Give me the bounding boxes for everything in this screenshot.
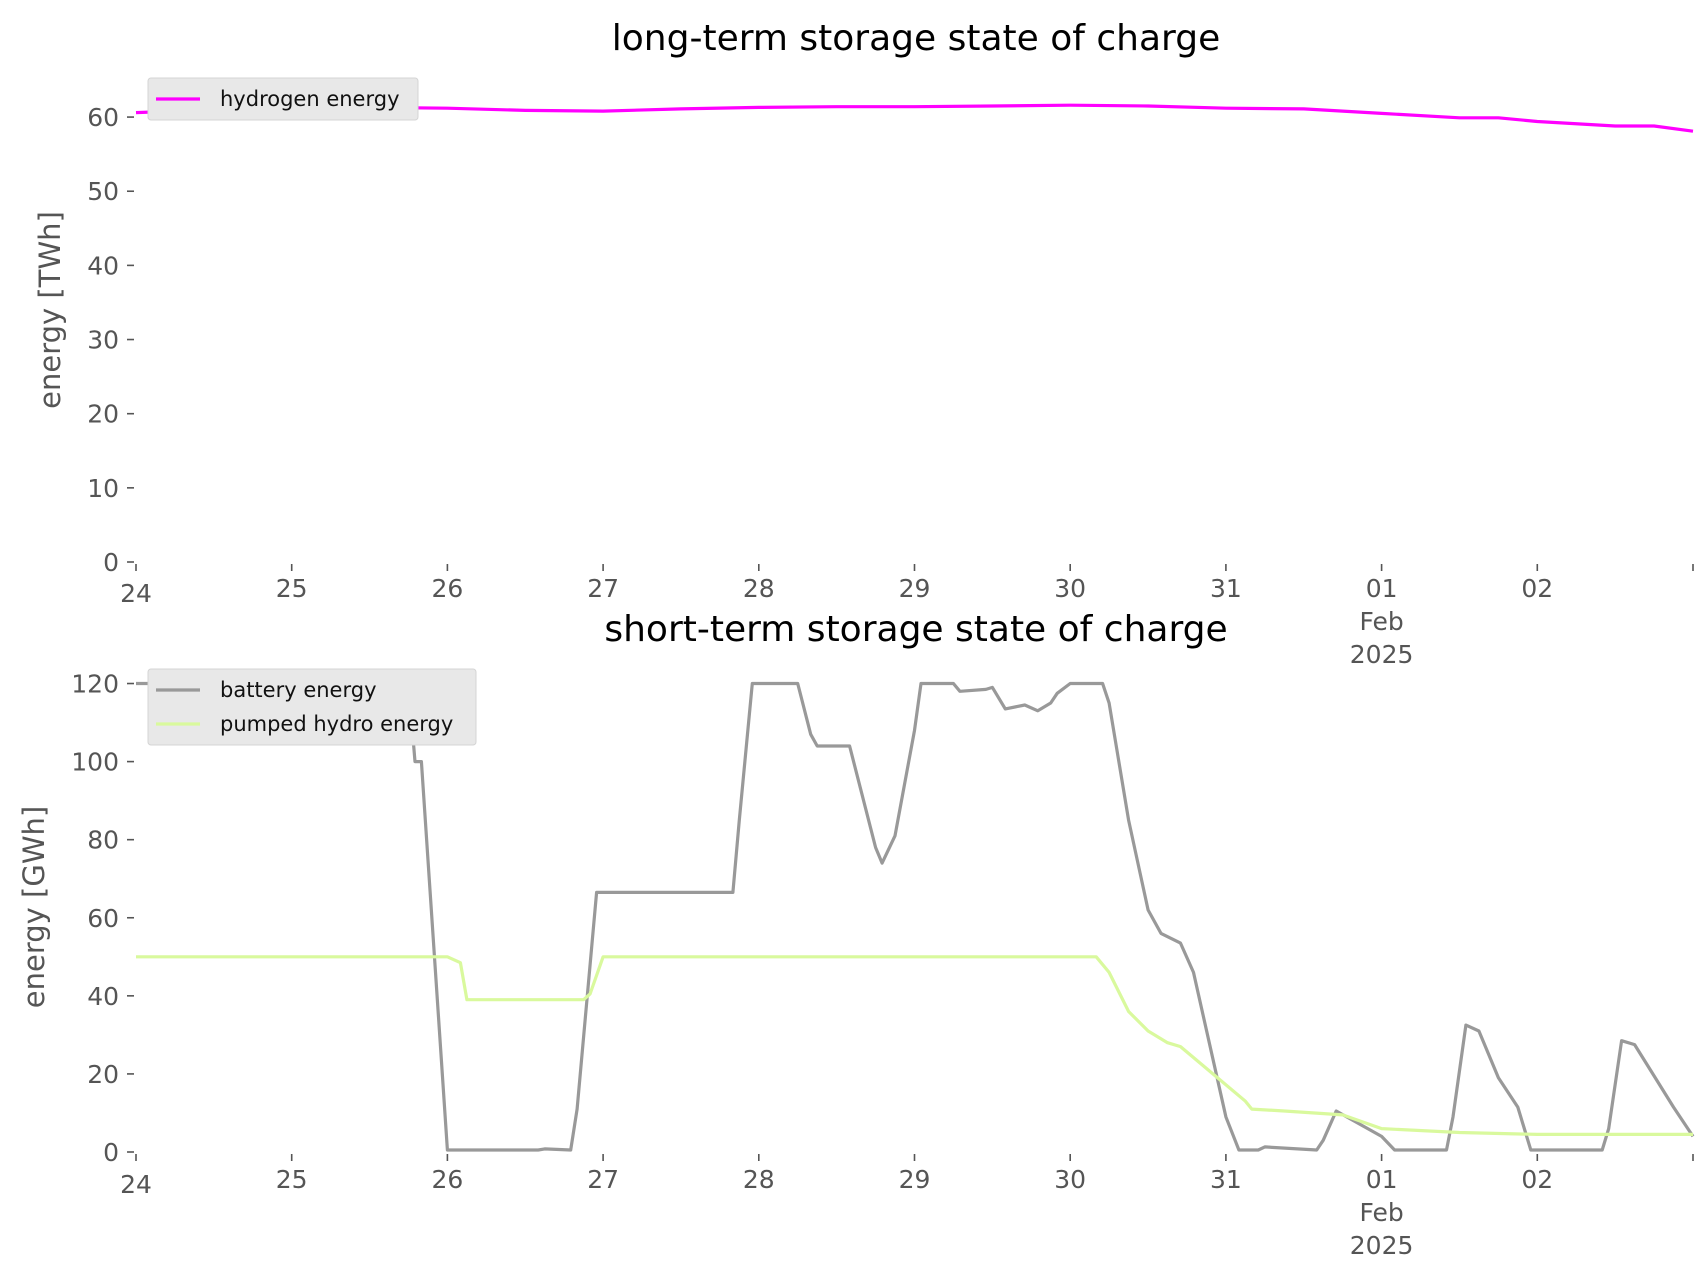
x-tick-month-label: Feb [1359,1198,1403,1227]
y-tick-label: 30 [87,326,119,355]
series-line-pumped-hydro-energy [136,955,1693,1136]
x-tick-label: 31 [1210,1165,1242,1194]
y-tick-label: 20 [87,400,119,429]
y-axis-label: energy [TWh] [33,211,67,409]
y-tick-label: 100 [71,748,119,777]
chart-title: long-term storage state of charge [612,18,1220,59]
legend: hydrogen energy [147,77,419,121]
x-tick-label: 31 [1210,574,1242,603]
x-tick-label: 28 [743,1165,775,1194]
x-tick-label: 24 [120,1170,152,1199]
y-tick-label: 50 [87,177,119,206]
series-line-hydrogen-energy [135,103,1694,133]
y-tick-label: 10 [87,474,119,503]
x-tick-label: 30 [1054,1165,1086,1194]
x-tick-label: 26 [431,1165,463,1194]
legend-box [147,668,477,746]
x-tick-label: 29 [899,574,931,603]
x-tick-label: 02 [1521,1165,1553,1194]
y-tick-label: 0 [103,548,119,577]
x-tick-label: 02 [1521,574,1553,603]
x-tick-label: 27 [587,1165,619,1194]
y-tick-label: 120 [71,670,119,699]
legend-box [147,77,419,121]
y-axis-label: energy [GWh] [17,806,51,1008]
y-axis: 0 20 40 60 80 100 120 [71,670,134,1167]
x-tick-label: 24 [120,579,152,608]
y-tick-label: 60 [87,103,119,132]
series-line-battery-energy [136,681,1695,1152]
y-tick-label: 40 [87,251,119,280]
legend: battery energy pumped hydro energy [147,668,477,746]
y-tick-label: 60 [87,904,119,933]
x-tick-year-label: 2025 [1350,1231,1414,1260]
x-tick-year-label: 2025 [1350,640,1414,669]
x-tick-label: 30 [1054,574,1086,603]
chart-title: short-term storage state of charge [604,609,1227,650]
x-tick-label: 25 [276,1165,308,1194]
legend-entry-label: pumped hydro energy [220,712,453,736]
x-tick-month-label: Feb [1359,607,1403,636]
y-tick-label: 40 [87,982,119,1011]
short-term-storage-chart: short-term storage state of charge energ… [17,609,1695,1260]
y-tick-label: 20 [87,1060,119,1089]
legend-entry-label: battery energy [220,678,377,702]
y-axis: 0 10 20 30 40 50 60 [87,103,134,577]
legend-entry-label: hydrogen energy [220,87,400,111]
plot-area [136,681,1695,1152]
x-tick-label: 25 [276,574,308,603]
x-tick-label: 27 [587,574,619,603]
x-tick-label: 26 [431,574,463,603]
x-tick-label: 28 [743,574,775,603]
plot-area [135,103,1694,133]
x-tick-label: 01 [1366,1165,1398,1194]
y-tick-label: 0 [103,1138,119,1167]
x-tick-label: 01 [1366,574,1398,603]
long-term-storage-chart: long-term storage state of charge energy… [33,18,1694,669]
x-tick-label: 29 [899,1165,931,1194]
y-tick-label: 80 [87,826,119,855]
x-axis: 24 25 26 27 28 29 30 31 01 Feb 2025 02 [120,564,1694,669]
x-axis: 24 25 26 27 28 29 30 31 01 Feb 2025 02 [120,1154,1694,1260]
